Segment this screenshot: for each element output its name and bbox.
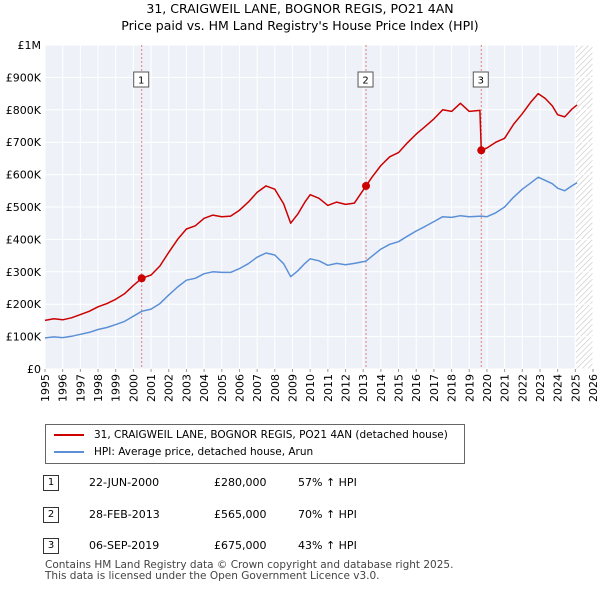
y-tick-label: £700K	[6, 136, 42, 149]
legend: 31, CRAIGWEIL LANE, BOGNOR REGIS, PO21 4…	[45, 424, 465, 464]
table-row: 2 28-FEB-2013 £565,000 70% ↑ HPI	[0, 507, 600, 529]
y-tick-label: £300K	[6, 266, 42, 279]
y-tick-label: £500K	[6, 201, 42, 214]
x-tick-label: 2004	[198, 374, 211, 402]
x-tick-label: 2012	[340, 374, 353, 402]
sale-point	[137, 274, 146, 283]
sale-date: 22-JUN-2000	[89, 476, 160, 489]
x-tick-label: 2007	[251, 374, 264, 402]
x-tick-label: 2017	[428, 374, 441, 402]
x-tick-label: 1997	[74, 374, 87, 402]
sale-date: 06-SEP-2019	[89, 539, 160, 552]
x-tick-label: 1995	[39, 374, 52, 402]
x-tick-label: 2005	[216, 374, 229, 402]
x-tick-label: 1996	[57, 374, 70, 402]
legend-label-property: 31, CRAIGWEIL LANE, BOGNOR REGIS, PO21 4…	[94, 429, 448, 441]
x-tick-label: 2011	[322, 374, 335, 402]
table-row: 3 06-SEP-2019 £675,000 43% ↑ HPI	[0, 538, 600, 560]
sale-hpi-change: 70% ↑ HPI	[298, 508, 357, 521]
footer-licence: This data is licensed under the Open Gov…	[45, 570, 380, 582]
x-tick-label: 2008	[269, 374, 282, 402]
legend-item-property: 31, CRAIGWEIL LANE, BOGNOR REGIS, PO21 4…	[54, 427, 448, 443]
x-tick-label: 2006	[233, 374, 246, 402]
legend-item-hpi: HPI: Average price, detached house, Arun	[54, 444, 313, 460]
chart-title: 31, CRAIGWEIL LANE, BOGNOR REGIS, PO21 4…	[146, 1, 454, 16]
table-row: 1 22-JUN-2000 £280,000 57% ↑ HPI	[0, 475, 600, 497]
sale-price: £675,000	[214, 539, 267, 552]
y-tick-label: £800K	[6, 104, 42, 117]
sale-price: £280,000	[214, 476, 267, 489]
sale-hpi-change: 57% ↑ HPI	[298, 476, 357, 489]
sale-number-badge: 3	[43, 538, 59, 554]
y-tick-label: £0	[27, 363, 41, 376]
sale-label-text: 2	[362, 76, 368, 87]
sale-price: £565,000	[214, 508, 267, 521]
x-tick-label: 2026	[587, 374, 600, 402]
x-tick-label: 2020	[481, 374, 494, 402]
y-tick-label: £1M	[18, 39, 42, 52]
x-tick-label: 2000	[127, 374, 140, 402]
sale-date: 28-FEB-2013	[89, 508, 160, 521]
x-tick-label: 2023	[534, 374, 547, 402]
sale-number-badge: 1	[43, 475, 59, 491]
y-tick-label: £100K	[6, 331, 42, 344]
x-tick-label: 1998	[92, 374, 105, 402]
sale-label-box	[133, 71, 150, 88]
x-tick-label: 2002	[163, 374, 176, 402]
y-tick-label: £400K	[6, 233, 42, 246]
x-tick-label: 2021	[499, 374, 512, 402]
x-tick-label: 2018	[446, 374, 459, 402]
x-tick-label: 2001	[145, 374, 158, 402]
sale-label-text: 1	[138, 76, 144, 87]
y-tick-label: £900K	[6, 71, 42, 84]
sale-label-box	[472, 71, 489, 88]
x-tick-label: 2009	[286, 374, 299, 402]
footer: Contains HM Land Registry data © Crown c…	[45, 560, 453, 582]
x-tick-label: 2022	[516, 374, 529, 402]
chart-subtitle: Price paid vs. HM Land Registry's House …	[121, 18, 479, 33]
x-tick-label: 2024	[552, 374, 565, 402]
x-tick-label: 1999	[110, 374, 123, 402]
x-tick-label: 2010	[304, 374, 317, 402]
y-tick-label: £600K	[6, 169, 42, 182]
sale-label-box	[357, 71, 374, 88]
price-chart: 1 2 3 £0 £100K £200K £300K £400K £500K £600K £700K…	[6, 39, 600, 402]
legend-label-hpi: HPI: Average price, detached house, Arun	[94, 446, 314, 458]
x-tick-label: 2019	[463, 374, 476, 402]
x-tick-label: 2025	[569, 374, 582, 402]
sale-point	[477, 146, 486, 155]
sale-hpi-change: 43% ↑ HPI	[298, 539, 357, 552]
sale-number-badge: 2	[43, 507, 59, 523]
hpi-line	[44, 176, 578, 339]
y-tick-label: £200K	[6, 298, 42, 311]
x-tick-label: 2013	[357, 374, 370, 402]
x-tick-label: 2015	[393, 374, 406, 402]
sale-label-text: 3	[478, 76, 484, 87]
footer-copyright: Contains HM Land Registry data © Crown c…	[45, 559, 454, 571]
x-tick-label: 2003	[180, 374, 193, 402]
x-tick-label: 2014	[375, 374, 388, 402]
sale-point	[362, 181, 371, 190]
x-tick-label: 2016	[410, 374, 423, 402]
legend-swatch-hpi	[54, 451, 84, 453]
legend-swatch-property	[54, 434, 84, 436]
